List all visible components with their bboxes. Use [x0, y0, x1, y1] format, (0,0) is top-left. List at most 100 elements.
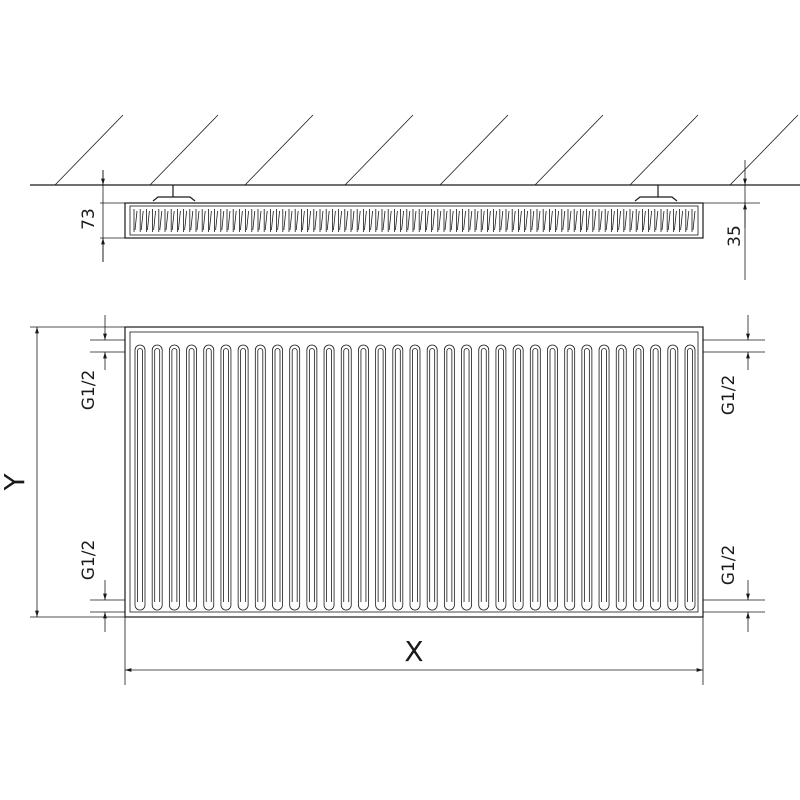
- dim-35-label: 35: [725, 225, 745, 247]
- top-fin: [666, 209, 671, 232]
- top-fin: [412, 209, 417, 232]
- top-fin: [536, 209, 541, 232]
- top-fin: [152, 209, 156, 232]
- connections: [90, 339, 765, 613]
- fin: [168, 344, 180, 611]
- wall: [30, 114, 800, 186]
- top-fin: [567, 209, 572, 232]
- fin: [684, 344, 696, 611]
- wall-bracket: [152, 185, 678, 202]
- top-fin: [592, 209, 597, 232]
- fin: [547, 344, 558, 611]
- top-fin: [344, 209, 349, 232]
- fin: [203, 344, 215, 611]
- fin: [409, 344, 421, 611]
- top-fin: [208, 209, 212, 232]
- fin: [633, 344, 644, 611]
- top-fin: [226, 209, 231, 232]
- top-fin: [387, 209, 392, 232]
- top-fin: [220, 209, 225, 232]
- top-fin: [307, 209, 311, 232]
- wall-hatching: [54, 114, 799, 186]
- top-fin: [369, 209, 373, 232]
- top-fin: [195, 209, 200, 232]
- fin: [340, 344, 352, 611]
- hatch-line: [344, 114, 414, 186]
- fin: [529, 344, 541, 611]
- hatch-line: [54, 114, 124, 186]
- top-fin: [480, 209, 485, 232]
- top-fin: [375, 209, 380, 232]
- top-fin: [487, 209, 491, 232]
- hatch-line: [629, 114, 699, 186]
- top-fin: [648, 209, 652, 232]
- top-fin: [332, 209, 336, 232]
- fin: [306, 344, 318, 611]
- fin: [186, 344, 197, 611]
- top-fin: [635, 209, 640, 232]
- conn-left-bottom-label: G1/2: [79, 540, 99, 581]
- fin: [564, 344, 576, 611]
- top-fin: [611, 209, 615, 232]
- top-fin: [146, 209, 150, 232]
- top-fin: [499, 209, 504, 232]
- top-fin: [474, 209, 479, 232]
- top-fin: [363, 209, 367, 232]
- top-fin: [598, 209, 603, 232]
- top-fin: [623, 209, 628, 232]
- hatch-line: [534, 114, 604, 186]
- fin: [478, 344, 490, 611]
- top-fin: [394, 209, 398, 232]
- top-fin: [679, 209, 683, 232]
- top-view-fins: [133, 209, 696, 232]
- top-fin: [350, 209, 355, 232]
- dim-x-label: X: [404, 635, 423, 668]
- top-fin: [629, 209, 634, 232]
- top-fin: [338, 209, 342, 232]
- top-fin: [524, 209, 528, 232]
- fin: [375, 344, 387, 611]
- top-fin: [691, 209, 696, 232]
- top-fin: [282, 209, 287, 232]
- top-fin: [542, 209, 547, 232]
- fin: [667, 344, 679, 611]
- top-fin: [673, 209, 677, 232]
- top-fin: [561, 209, 566, 232]
- fin: [461, 344, 472, 611]
- top-fin: [511, 209, 516, 232]
- fin: [392, 344, 404, 611]
- top-fin: [263, 209, 268, 232]
- top-view: 73 35: [79, 160, 760, 280]
- conn-left-top-label: G1/2: [79, 370, 99, 411]
- top-fin: [573, 209, 578, 232]
- front-view: G1/2 G1/2 G1/2 G1/2 Y X: [0, 315, 765, 685]
- top-fin: [239, 209, 243, 232]
- top-fin: [642, 209, 646, 232]
- conn-right-bottom-label: G1/2: [719, 545, 739, 586]
- fin: [650, 344, 662, 611]
- top-fin: [586, 209, 590, 232]
- top-fin: [301, 209, 305, 232]
- hatch-line: [149, 114, 219, 186]
- top-fin: [294, 209, 299, 232]
- top-fin: [400, 209, 404, 232]
- top-fin: [555, 209, 559, 232]
- top-fin: [139, 209, 144, 232]
- fin: [323, 344, 335, 611]
- top-fin: [549, 209, 553, 232]
- top-fin: [468, 209, 473, 232]
- top-fin: [183, 209, 187, 232]
- top-fin: [406, 209, 411, 232]
- dim-73-label: 73: [79, 208, 99, 230]
- top-fin: [319, 209, 324, 232]
- top-fin: [425, 209, 429, 232]
- top-fin: [437, 209, 442, 232]
- top-fin: [133, 209, 138, 232]
- fin: [615, 344, 627, 611]
- fin: [254, 344, 266, 611]
- top-fin: [276, 209, 280, 232]
- conn-right-top-label: G1/2: [719, 375, 739, 416]
- front-view-fins: [134, 344, 696, 611]
- fin: [272, 344, 283, 611]
